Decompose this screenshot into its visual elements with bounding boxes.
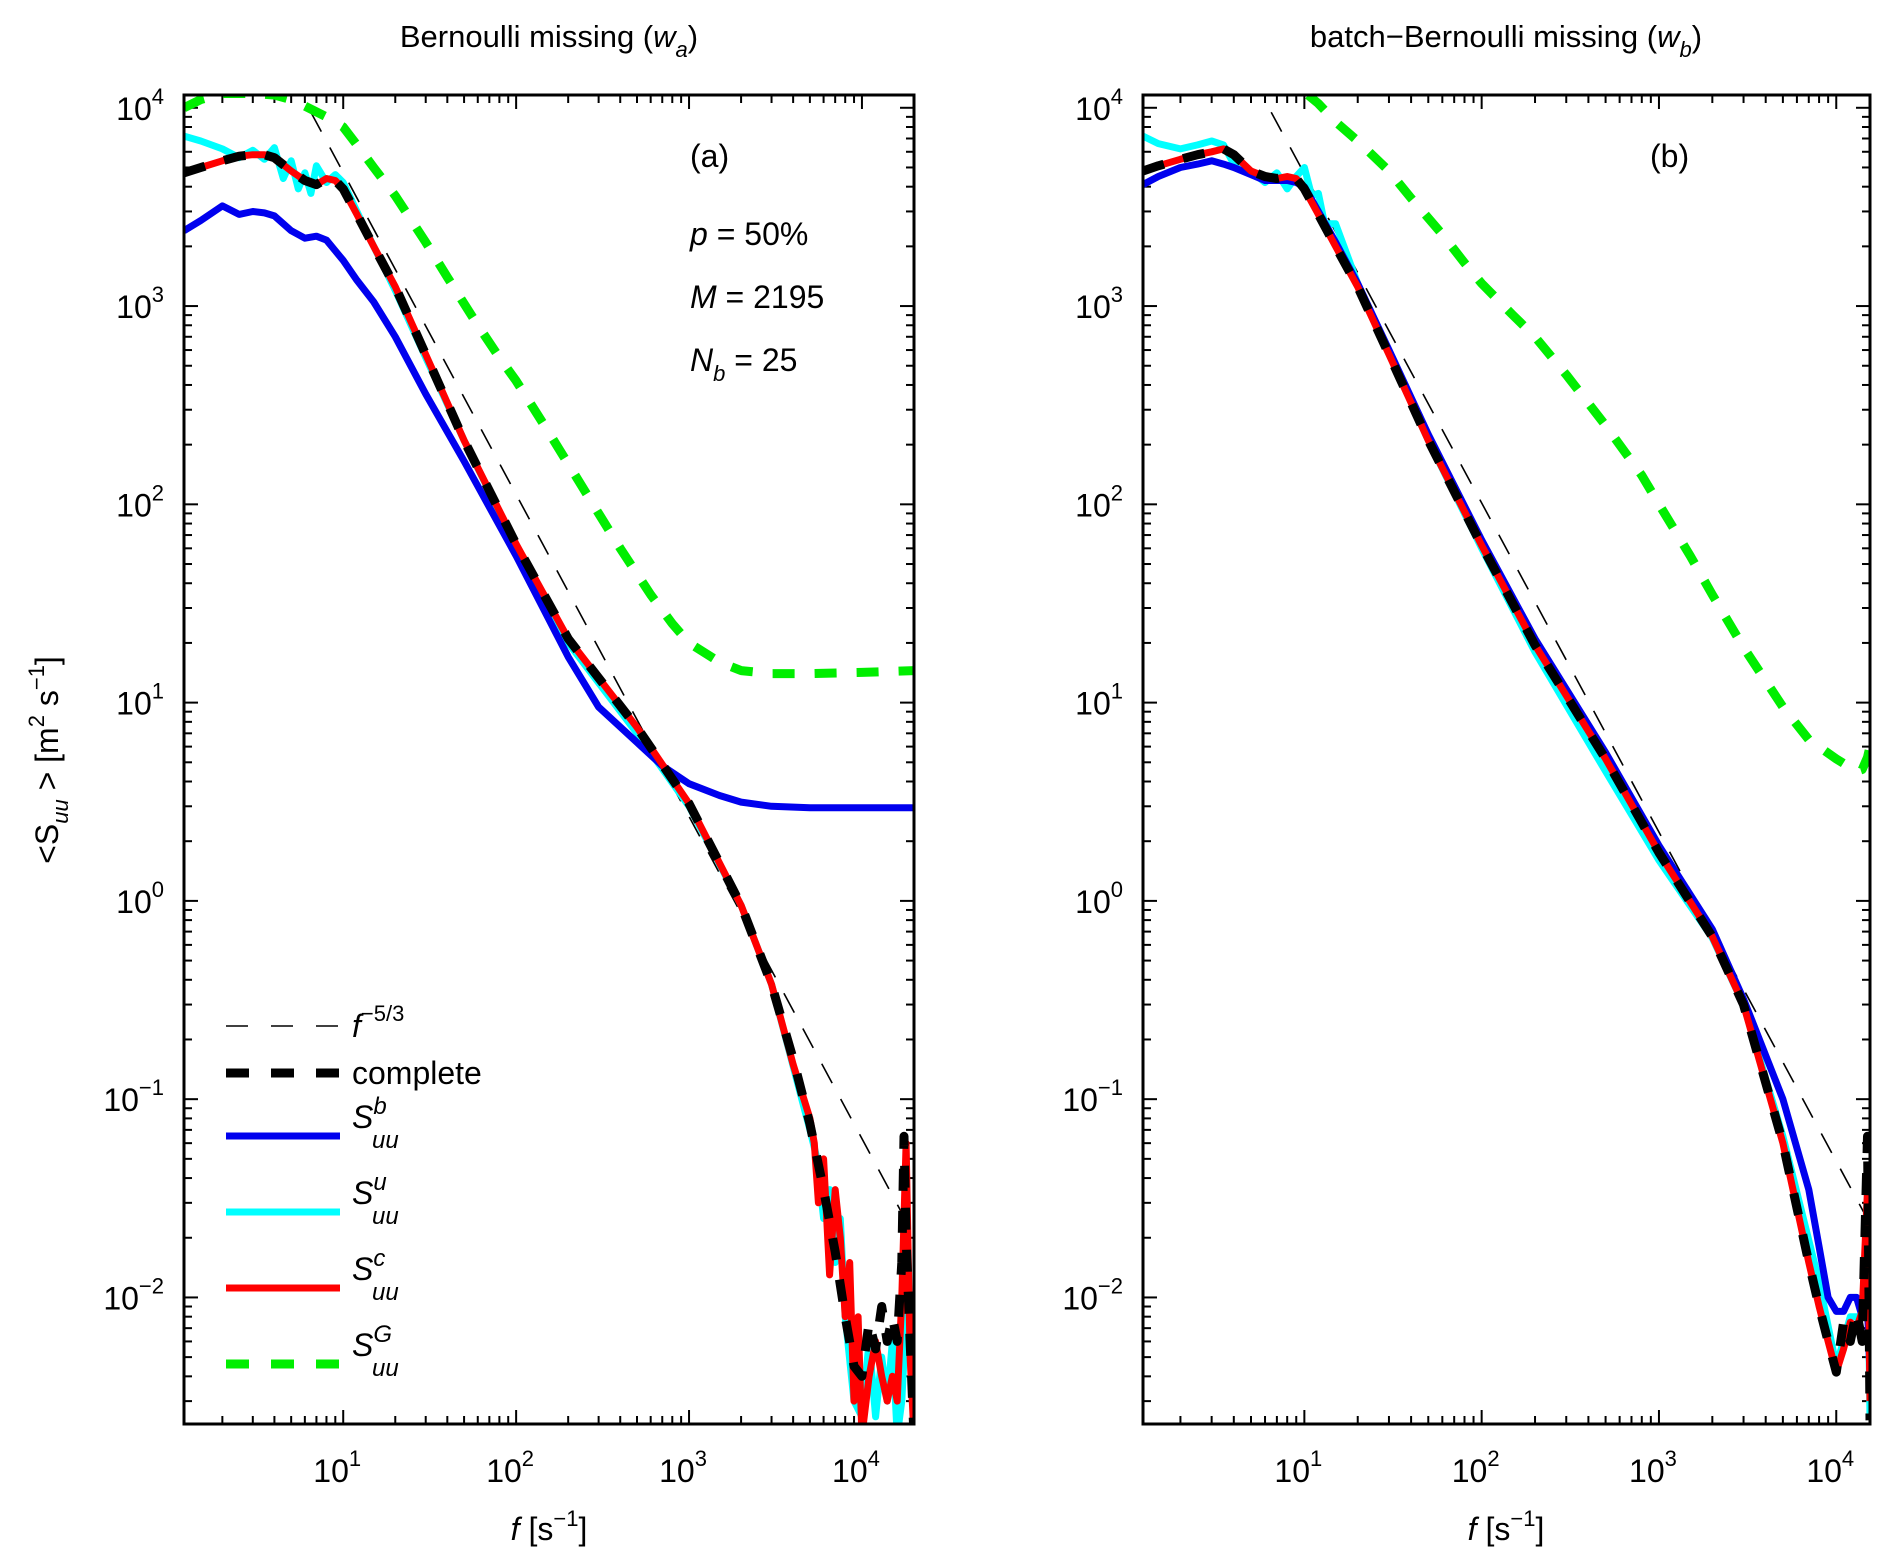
series-line-SG	[184, 95, 914, 679]
panel-label-b: (b)	[1650, 138, 1689, 174]
annotation-n: Nb = 25	[690, 342, 797, 386]
series-line-Su	[184, 132, 914, 1424]
panel-a-title: Bernoulli missing (wa)	[400, 19, 698, 62]
panel-b-title: batch−Bernoulli missing (wb)	[1310, 19, 1702, 62]
axes-a: 101 102 103 104 104 103 102 101 100 10−1 10−2	[103, 84, 915, 1489]
x-tick-label: 103	[1629, 1446, 1677, 1489]
x-tick-label: 101	[1274, 1446, 1322, 1489]
panel-b: batch−Bernoulli missing (wb) 101 102 103 10…	[1062, 19, 1872, 1547]
axes-frame-a	[182, 93, 916, 1426]
y-tick-label: 10−1	[103, 1075, 164, 1118]
plot-lines-a	[184, 95, 914, 1424]
series-line-Sc	[184, 151, 914, 1424]
legend-label-Sc: Sc uu	[352, 1245, 399, 1306]
legend-label-Sb: Sb uu	[352, 1093, 399, 1154]
annotation-m: M = 2195	[690, 279, 824, 315]
x-tick-label: 104	[832, 1446, 880, 1489]
series-line-Sc	[1143, 145, 1870, 1402]
y-tick-label: 10−2	[103, 1273, 164, 1316]
x-axis-label-a: f [s−1]	[511, 1506, 588, 1547]
series-line-Sb	[1143, 157, 1870, 1377]
axes-b: 101 102 103 104 104 103 102 101 100 10−1 10−2	[1062, 84, 1870, 1489]
y-tick-label: 10−2	[1062, 1273, 1123, 1316]
panel-label-a: (a)	[690, 138, 729, 174]
annotation-p: p = 50%	[689, 216, 808, 252]
series-line-Su	[1143, 132, 1870, 1417]
x-tick-label: 103	[659, 1446, 707, 1489]
y-tick-label: 104	[1075, 84, 1123, 127]
legend-label-ref: f−5/3	[352, 1001, 404, 1044]
plot-lines-b	[1143, 95, 1870, 1421]
axes-frame-b	[1141, 93, 1872, 1426]
y-tick-label: 101	[1075, 679, 1123, 722]
legend-label-Su: Su uu	[352, 1169, 399, 1230]
annotations-a: p = 50% M = 2195 Nb = 25	[689, 216, 824, 386]
x-axis-label-b: f [s−1]	[1468, 1506, 1545, 1547]
y-tick-label: 103	[116, 282, 164, 325]
y-tick-label: 10−1	[1062, 1075, 1123, 1118]
series-line-Sb	[184, 202, 914, 812]
series-line-complete	[184, 150, 914, 1424]
series-line-ref	[1270, 111, 1870, 1225]
x-tick-label: 101	[313, 1446, 361, 1489]
y-axis-label-a: <Suu > [m2 s−1]	[24, 656, 73, 864]
series-line-ref	[310, 111, 914, 1236]
x-tick-label: 104	[1806, 1446, 1854, 1489]
y-tick-label: 102	[116, 480, 164, 523]
y-tick-label: 102	[1075, 480, 1123, 523]
x-tick-label: 102	[486, 1446, 534, 1489]
x-tick-label: 102	[1452, 1446, 1500, 1489]
legend-label-complete: complete	[352, 1055, 482, 1091]
y-tick-label: 100	[116, 877, 164, 920]
y-tick-label: 104	[116, 84, 164, 127]
series-line-complete	[1143, 144, 1870, 1421]
y-tick-label: 101	[116, 679, 164, 722]
series-line-SG	[1305, 95, 1870, 776]
panel-a: Bernoulli missing (wa) 101 102 103 10410410…	[24, 19, 916, 1547]
legend-label-SG: SG uu	[352, 1321, 399, 1382]
y-tick-label: 100	[1075, 877, 1123, 920]
y-tick-label: 103	[1075, 282, 1123, 325]
